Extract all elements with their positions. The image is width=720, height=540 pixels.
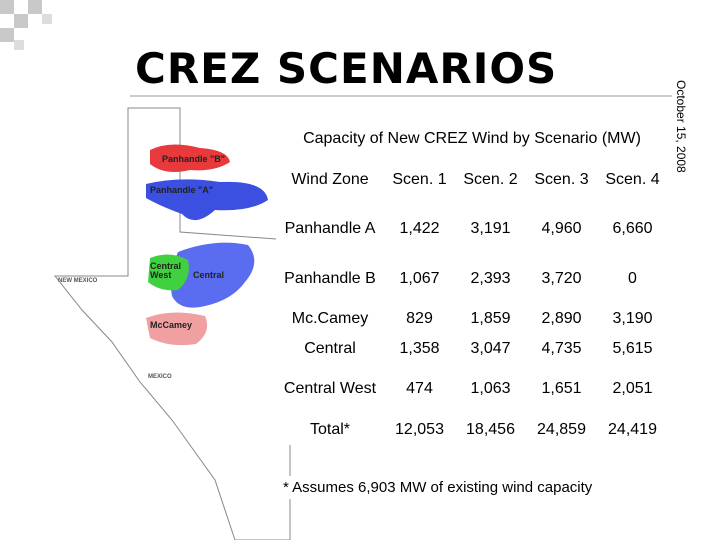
row-label: Panhandle B bbox=[284, 269, 376, 287]
map-label: Panhandle "B" bbox=[162, 154, 226, 164]
cell: 5,615 bbox=[612, 339, 653, 357]
corner-squares bbox=[0, 0, 52, 50]
zone-panhandle-b bbox=[150, 144, 230, 172]
row-label: Total* bbox=[309, 420, 351, 438]
map-label: NEW MEXICO bbox=[58, 278, 98, 284]
cell: 0 bbox=[628, 269, 637, 287]
zone-mccamey bbox=[146, 312, 208, 346]
cell: 2,393 bbox=[470, 269, 511, 287]
zone-central bbox=[170, 242, 255, 308]
table-row: Panhandle A 1,422 3,191 4,960 6,660 bbox=[276, 203, 668, 253]
header-row: Wind Zone Scen. 1 Scen. 2 Scen. 3 Scen. 4 bbox=[276, 155, 668, 203]
table-caption: Capacity of New CREZ Wind by Scenario (M… bbox=[303, 130, 641, 147]
zone-panhandle-a bbox=[146, 179, 268, 221]
map-label: McCamey bbox=[150, 320, 193, 330]
cell: 1,422 bbox=[399, 219, 440, 237]
cell: 4,735 bbox=[541, 339, 582, 357]
map-label: Central bbox=[193, 270, 225, 280]
row-label: Central West bbox=[283, 379, 377, 397]
cell: 1,651 bbox=[541, 379, 582, 397]
cell: 3,191 bbox=[470, 219, 511, 237]
cell: 3,047 bbox=[470, 339, 511, 357]
cell: 829 bbox=[406, 309, 433, 327]
map-label: Panhandle "A" bbox=[150, 185, 214, 195]
cell: 1,358 bbox=[399, 339, 440, 357]
cell: 2,890 bbox=[541, 309, 582, 327]
cell: Scen. 4 bbox=[605, 170, 660, 188]
map-label: Central West bbox=[150, 261, 182, 280]
table-row: Central 1,358 3,047 4,735 5,615 bbox=[276, 333, 668, 363]
table-row: Central West 474 1,063 1,651 2,051 bbox=[276, 363, 668, 413]
cell: 6,660 bbox=[612, 219, 653, 237]
table-panel: Capacity of New CREZ Wind by Scenario (M… bbox=[276, 124, 668, 445]
cell: Scen. 1 bbox=[392, 170, 447, 188]
cell: 12,053 bbox=[395, 420, 444, 438]
slide-title: CREZ SCENARIOS bbox=[135, 44, 558, 93]
row-label: Wind Zone bbox=[291, 170, 369, 188]
cell: 4,960 bbox=[541, 219, 582, 237]
row-label: Panhandle A bbox=[284, 219, 376, 237]
cell: 3,190 bbox=[612, 309, 653, 327]
cell: 474 bbox=[406, 379, 433, 397]
zone-central-west bbox=[148, 254, 189, 291]
table-row: Mc.Camey 829 1,859 2,890 3,190 bbox=[276, 303, 668, 333]
cell: 1,063 bbox=[470, 379, 511, 397]
footnote: * Assumes 6,903 MW of existing wind capa… bbox=[278, 476, 664, 499]
table-row: Panhandle B 1,067 2,393 3,720 0 bbox=[276, 253, 668, 303]
table-row: Total* 12,053 18,456 24,859 24,419 bbox=[276, 413, 668, 445]
cell: 18,456 bbox=[466, 420, 515, 438]
cell: 1,067 bbox=[399, 269, 440, 287]
map-label: MEXICO bbox=[148, 374, 172, 380]
cell: 24,419 bbox=[608, 420, 657, 438]
cell: 24,859 bbox=[537, 420, 586, 438]
row-label: Central bbox=[304, 339, 356, 357]
cell: 3,720 bbox=[541, 269, 582, 287]
cell: Scen. 2 bbox=[463, 170, 518, 188]
cell: 2,051 bbox=[612, 379, 653, 397]
table: Wind Zone Scen. 1 Scen. 2 Scen. 3 Scen. 4 Pan… bbox=[276, 155, 668, 445]
slide-date: October 15, 2008 bbox=[674, 80, 688, 173]
row-label: Mc.Camey bbox=[291, 309, 369, 327]
cell: 1,859 bbox=[470, 309, 511, 327]
cell: Scen. 3 bbox=[534, 170, 589, 188]
